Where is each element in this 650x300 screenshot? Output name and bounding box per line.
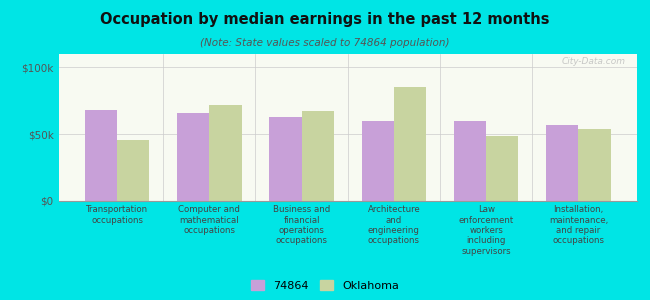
Bar bbox=[269, 117, 302, 201]
Bar bbox=[209, 105, 242, 201]
Text: Occupation by median earnings in the past 12 months: Occupation by median earnings in the pas… bbox=[100, 12, 550, 27]
Bar bbox=[394, 87, 426, 201]
Bar bbox=[454, 121, 486, 201]
Text: (Note: State values scaled to 74864 population): (Note: State values scaled to 74864 popu… bbox=[200, 38, 450, 47]
Bar bbox=[578, 129, 611, 201]
Bar bbox=[302, 112, 334, 201]
Bar bbox=[486, 136, 519, 201]
Bar bbox=[546, 125, 578, 201]
Bar bbox=[177, 113, 209, 201]
Bar bbox=[84, 110, 117, 201]
Legend: 74864, Oklahoma: 74864, Oklahoma bbox=[248, 277, 402, 294]
Bar bbox=[117, 140, 150, 201]
Bar bbox=[361, 121, 394, 201]
Text: City-Data.com: City-Data.com bbox=[562, 57, 625, 66]
